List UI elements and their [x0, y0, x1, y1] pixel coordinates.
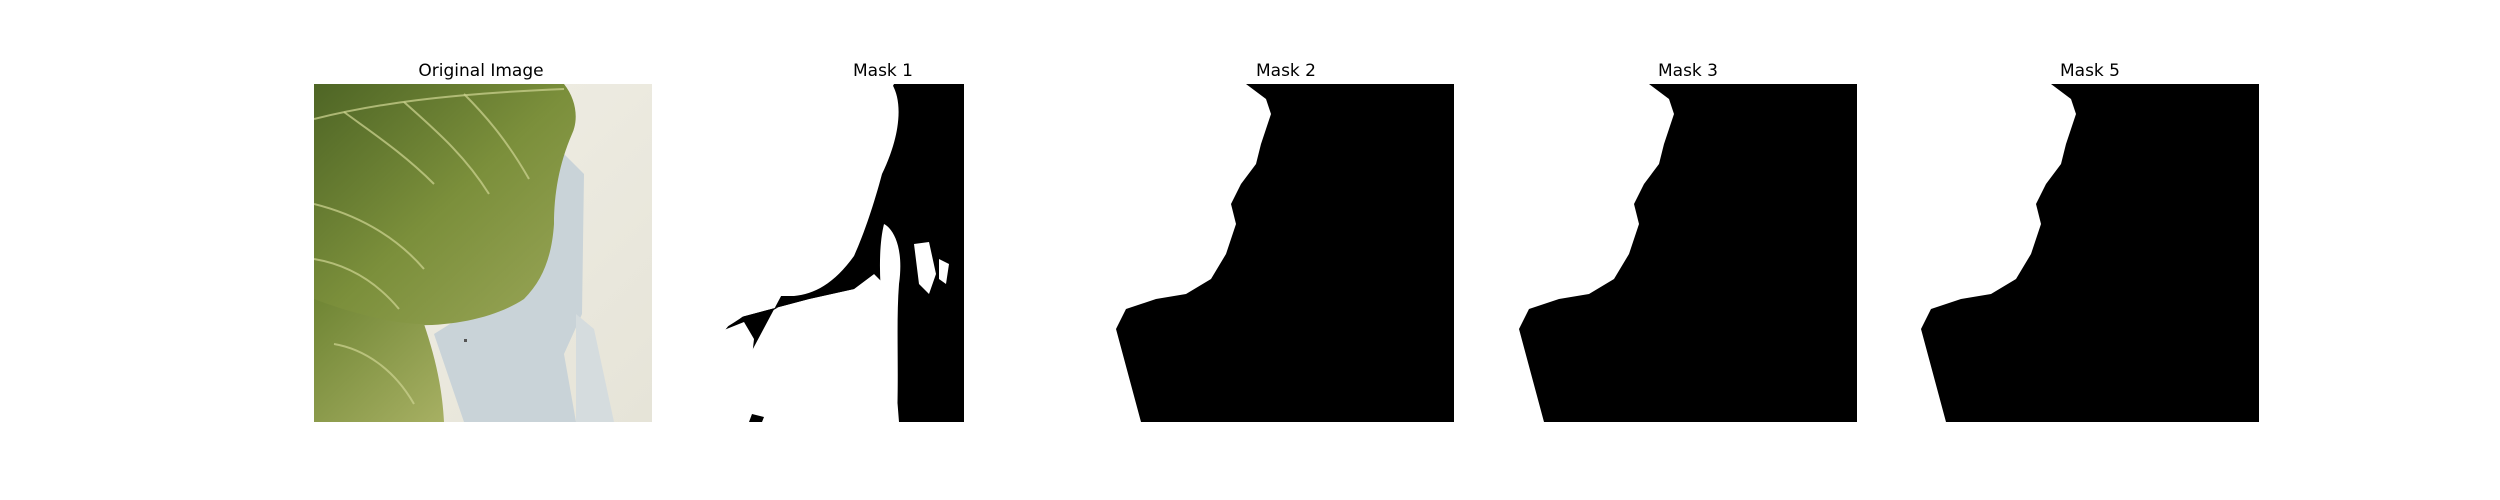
mask-2-panel — [1116, 84, 1454, 422]
panel-title-mask-3: Mask 3 — [1657, 61, 1718, 81]
panel-title-original-image: Original Image — [418, 61, 544, 81]
mask-2-image — [1116, 84, 1454, 422]
mask-3-image — [1519, 84, 1857, 422]
panel-title-mask-1: Mask 1 — [852, 61, 913, 81]
panel-title-mask-5: Mask 5 — [2059, 61, 2120, 81]
mask-1-panel — [714, 84, 1052, 422]
panel-title-mask-2: Mask 2 — [1255, 61, 1316, 81]
mask-5-image — [1921, 84, 2259, 422]
mask-1-image — [714, 84, 1052, 422]
original-image-panel — [314, 84, 652, 422]
mask-5-panel — [1921, 84, 2259, 422]
mask-3-panel — [1519, 84, 1857, 422]
original-image — [314, 84, 652, 422]
